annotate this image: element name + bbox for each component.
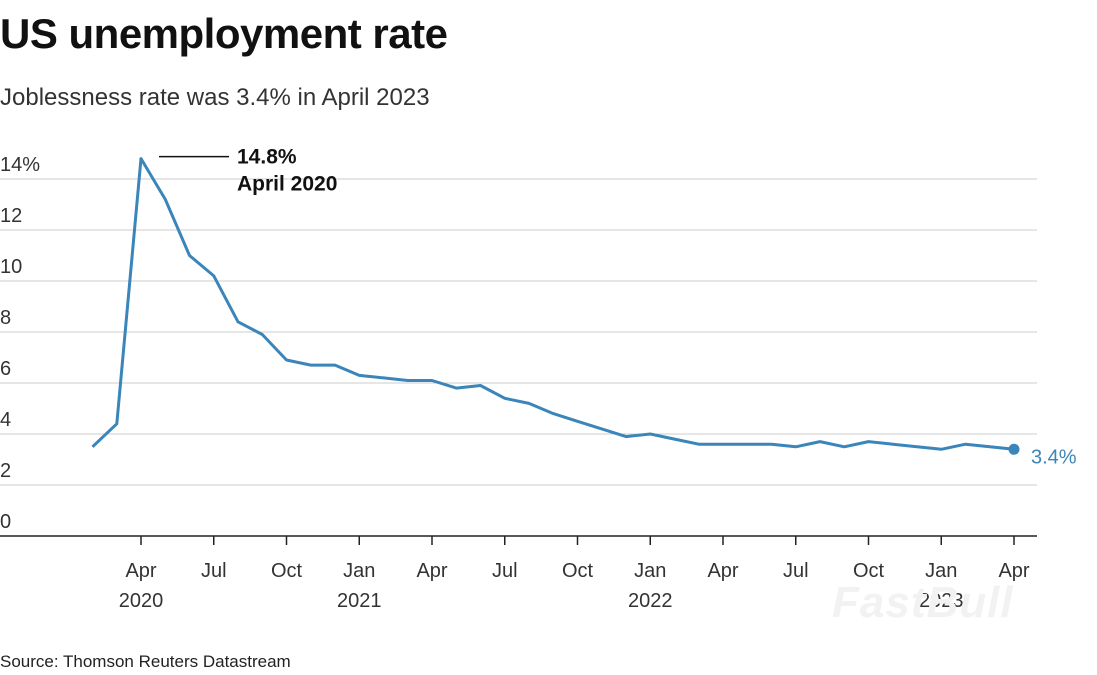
y-tick-label-10: 10 [0,256,22,278]
x-tick-year-2021: 2021 [337,590,382,612]
x-tick-label-24: Jan [634,560,666,582]
y-tick-label-0: 0 [0,511,11,533]
watermark-logo: FastBull [832,578,1014,627]
y-tick-label-6: 6 [0,358,11,380]
gridlines [0,178,1037,486]
x-tick-year-2023: 2023 [919,590,964,612]
x-tick-label-36: Jan [925,560,957,582]
peak-value-label: 14.8% [237,146,297,169]
y-tick-label-2: 2 [0,460,11,482]
x-tick-year-2022: 2022 [628,590,673,612]
x-tick-label-21: Oct [562,560,594,582]
x-tick-label-3: Apr [125,560,156,582]
x-tick-label-9: Oct [271,560,303,582]
x-tick-label-6: Jul [201,560,227,582]
end-value-label: 3.4% [1031,446,1077,468]
series-line-unemployment [91,157,1015,451]
x-tick-label-18: Jul [492,560,518,582]
peak-date-label: April 2020 [237,173,337,196]
peak-annotation: 14.8% April 2020 [159,146,337,196]
y-tick-label-14: 14% [0,154,40,176]
end-point-marker [1008,443,1020,455]
chart-title: US unemployment rate [0,10,448,57]
y-tick-label-8: 8 [0,307,11,329]
chart-subtitle: Joblessness rate was 3.4% in April 2023 [0,84,430,111]
x-axis-ticks: Apr 2020 Jul Oct Jan 2021 Apr Jul Oct Jan 2022 Apr J… [119,536,1030,612]
x-tick-year-2020: 2020 [119,590,164,612]
x-tick-label-15: Apr [416,560,447,582]
x-tick-label-27: Apr [707,560,738,582]
x-tick-label-30: Jul [783,560,809,582]
source-note: Source: Thomson Reuters Datastream [0,652,291,671]
y-axis-ticks: 0 2 4 6 8 10 12 14% [0,154,40,533]
y-tick-label-4: 4 [0,409,11,431]
x-tick-label-12: Jan [343,560,375,582]
x-tick-label-33: Oct [853,560,885,582]
y-tick-label-12: 12 [0,205,22,227]
x-tick-label-39: Apr [998,560,1029,582]
